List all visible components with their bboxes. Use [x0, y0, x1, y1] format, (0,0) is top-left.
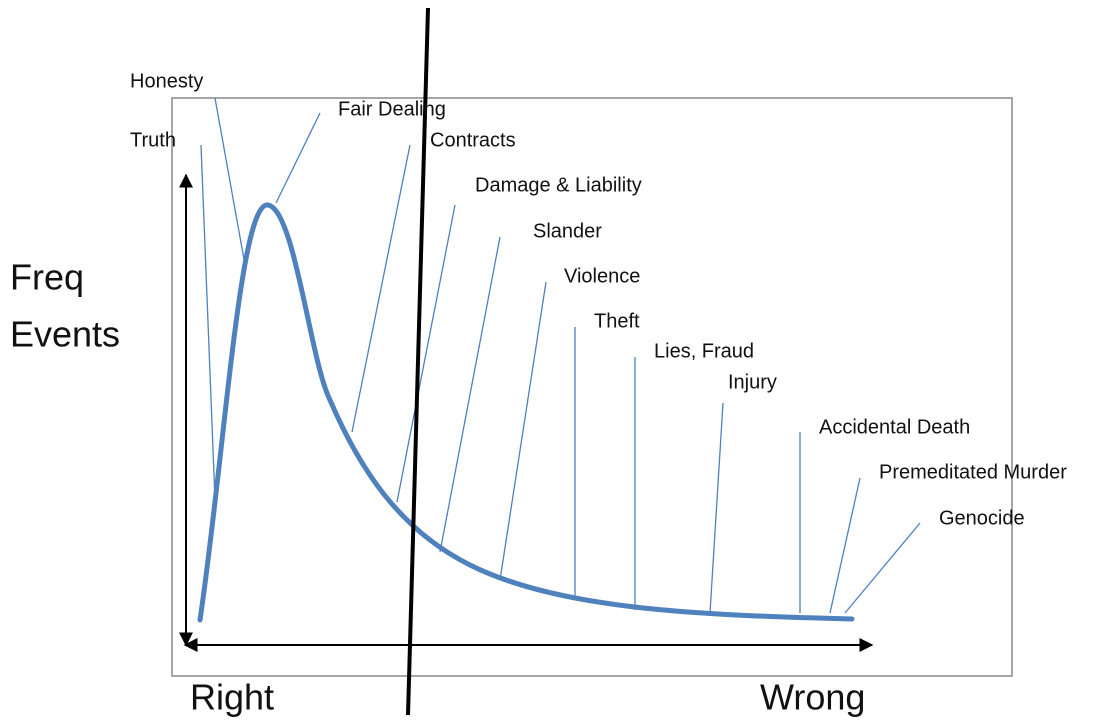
annotation-label: Honesty [130, 70, 203, 92]
annotations: Honesty Truth Fair Dealing Contracts Damage … [130, 70, 1067, 529]
annotation-label: Damage & Liability [475, 174, 642, 196]
x-label-right: Wrong [760, 677, 865, 718]
annotation-label: Genocide [939, 507, 1025, 529]
annotation-label: Slander [533, 220, 602, 242]
leader-line [709, 402, 724, 614]
annotation-label: Fair Dealing [338, 98, 446, 120]
frequency-curve [197, 202, 855, 623]
leader-line [396, 204, 456, 503]
annotation-label: Truth [130, 129, 176, 151]
annotation-label: Injury [728, 371, 777, 393]
annotation-label: Lies, Fraud [654, 340, 754, 362]
annotation-label: Accidental Death [819, 416, 970, 438]
divider-line [406, 7, 430, 716]
annotation-label: Premeditated Murder [879, 461, 1067, 483]
leader-lines [200, 97, 921, 614]
y-label: Freq [10, 257, 84, 298]
annotation-label: Contracts [430, 129, 516, 151]
leader-line [844, 522, 921, 614]
leader-line [214, 97, 246, 266]
annotation-label: Violence [564, 265, 640, 287]
y-label: Events [10, 314, 120, 355]
plot-frame [171, 97, 1013, 677]
leader-line [275, 112, 321, 204]
leader-line [439, 236, 501, 553]
x-label-left: Right [190, 677, 274, 718]
leader-line [499, 281, 547, 581]
leader-line [351, 144, 411, 433]
leader-line [200, 144, 216, 501]
leader-line [829, 477, 861, 614]
annotation-label: Theft [594, 310, 640, 332]
